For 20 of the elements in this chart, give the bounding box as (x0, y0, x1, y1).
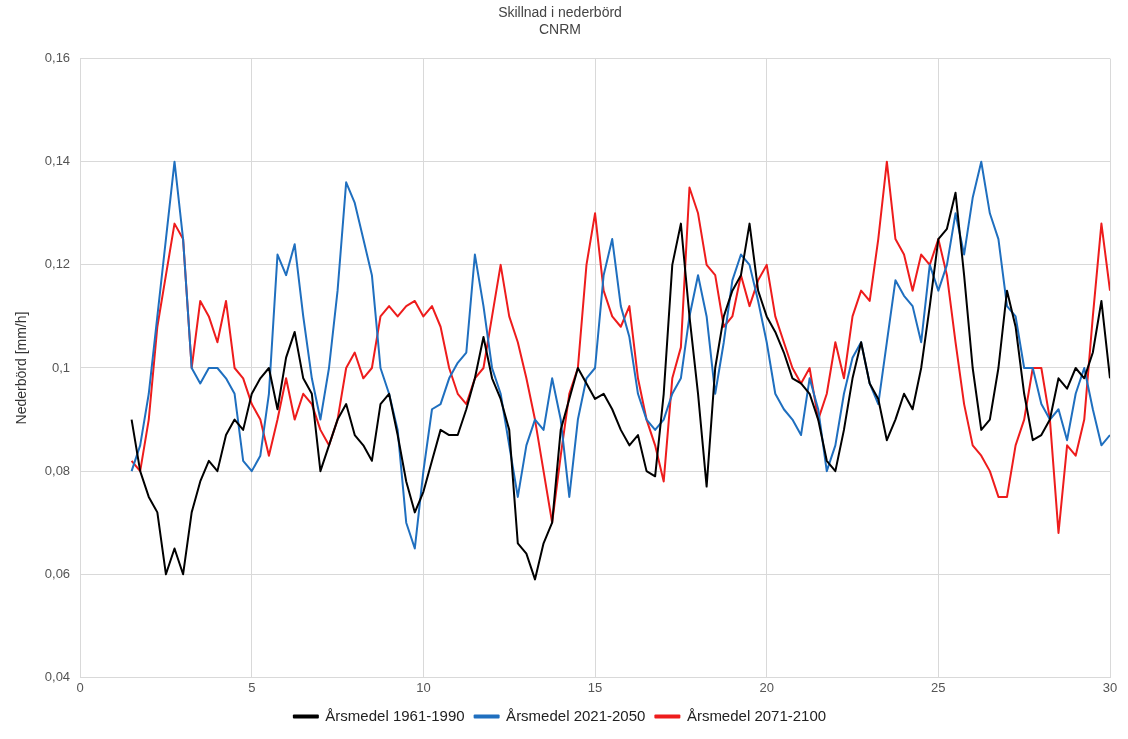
y-tick-label: 0,04 (44, 668, 71, 684)
legend-label: Årsmedel 1961-1990 (325, 706, 465, 724)
y-tick-label: 0,08 (44, 462, 71, 478)
x-tick-label: 5 (248, 679, 256, 695)
x-tick-label: 25 (931, 679, 946, 695)
x-tick-label: 30 (1102, 679, 1118, 695)
y-tick-label: 0,06 (44, 565, 71, 581)
y-tick-label: 0,1 (52, 359, 71, 375)
x-tick-label: 10 (416, 679, 431, 695)
y-tick-label: 0,16 (44, 50, 71, 66)
y-axis-title: Nederbörd [mm/h] (13, 311, 30, 425)
chart-title: Skillnad i nederbörd (498, 4, 622, 21)
x-tick-label: 20 (759, 679, 774, 695)
y-tick-label: 0,12 (44, 256, 71, 272)
x-tick-label: 0 (76, 679, 84, 695)
x-tick-label: 15 (587, 679, 603, 695)
legend-label: Årsmedel 2071-2100 (686, 706, 827, 724)
chart-subtitle: CNRM (539, 21, 581, 38)
legend-label: Årsmedel 2021-2050 (506, 706, 646, 724)
y-tick-label: 0,14 (44, 153, 71, 169)
